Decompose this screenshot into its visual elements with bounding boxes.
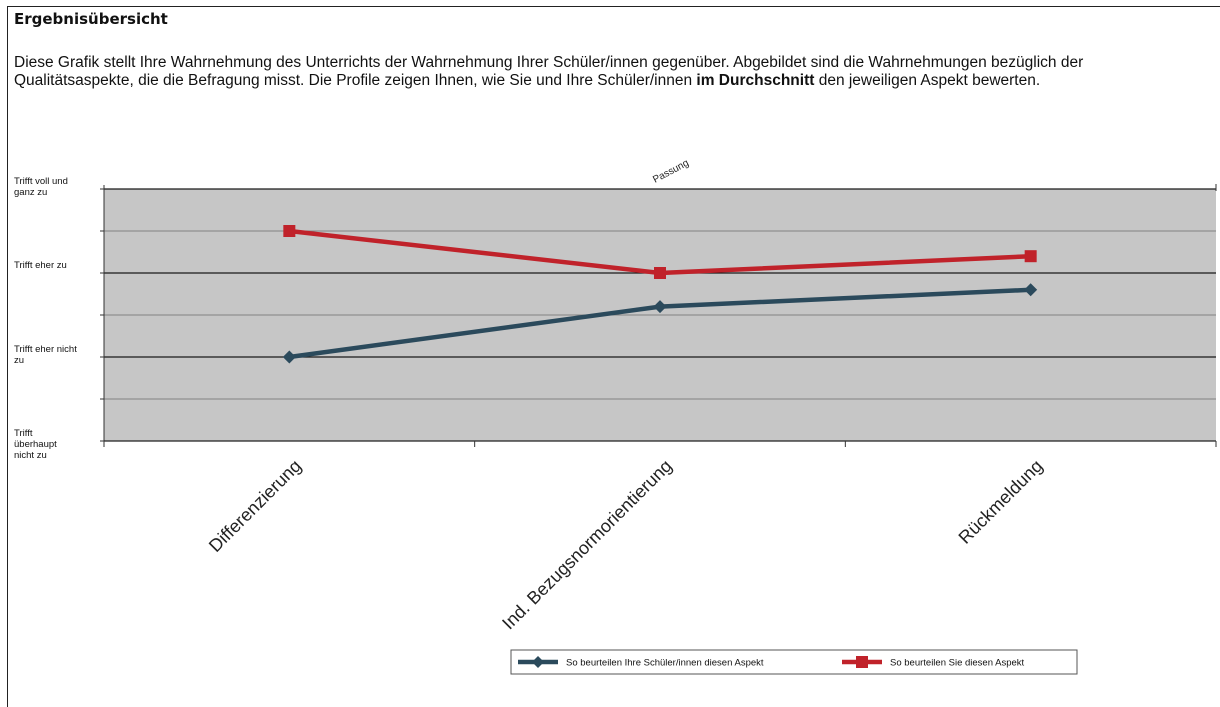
y-tick-label-line: zu <box>14 355 24 366</box>
y-tick-label: Trifft eher nicht zu <box>14 344 77 366</box>
line-chart: Trifft voll und ganz zu Trifft eher zu Trif… <box>14 158 1217 675</box>
data-point <box>653 300 667 314</box>
axes <box>100 184 1217 447</box>
y-tick-label-line: Trifft eher zu <box>14 260 67 271</box>
y-tick-label-line: nicht zu <box>14 450 47 461</box>
panel-label: Passung <box>651 158 691 186</box>
intro-emphasis: im Durchschnitt <box>696 72 815 89</box>
legend-marker <box>532 656 544 668</box>
data-point <box>654 267 666 279</box>
data-point <box>283 225 296 237</box>
legend-box <box>510 649 1078 675</box>
intro-line-2-start: Qualitätsaspekte, die die Befragung miss… <box>14 72 697 89</box>
page-title: Ergebnisübersicht <box>14 10 168 28</box>
y-tick-label: Trifft voll und ganz zu <box>14 176 68 198</box>
y-axis-labels: Trifft voll und ganz zu Trifft eher zu Trif… <box>14 176 77 461</box>
x-tick-label: Differenzierung <box>205 456 305 556</box>
legend: So beurteilen Ihre Schüler/innen diesen … <box>510 649 1078 675</box>
y-tick-label-line: Trifft eher nicht <box>14 344 77 355</box>
x-tick-label: Ind. Bezugsnormorientierung <box>498 456 676 634</box>
y-tick-label: Trifft eher zu <box>14 260 67 271</box>
intro-line-1: Diese Grafik stellt Ihre Wahrnehmung des… <box>14 54 1084 71</box>
data-point <box>282 350 296 364</box>
y-tick-label-line: ganz zu <box>14 187 47 198</box>
data-point <box>1024 250 1037 263</box>
y-tick-label-line: überhaupt <box>14 439 57 450</box>
legend-label: So beurteilen Ihre Schüler/innen diesen … <box>566 658 764 669</box>
data-point <box>1024 283 1038 297</box>
series-group <box>282 225 1038 364</box>
intro-line-2: Qualitätsaspekte, die die Befragung miss… <box>14 72 1220 90</box>
y-tick-label-line: Trifft <box>14 428 33 439</box>
y-tick-label: Trifft überhaupt nicht zu <box>14 428 57 461</box>
legend-marker <box>856 656 868 668</box>
intro-line-2-end: den jeweiligen Aspekt bewerten. <box>814 72 1041 89</box>
x-tick-label: Rückmeldung <box>955 456 1047 548</box>
intro-text: Diese Grafik stellt Ihre Wahrnehmung des… <box>14 54 1220 90</box>
page-frame <box>7 6 1220 707</box>
x-axis-labels: Differenzierung Ind. Bezugsnormorientieru… <box>205 456 1047 634</box>
legend-label: So beurteilen Sie diesen Aspekt <box>890 658 1025 669</box>
y-tick-label-line: Trifft voll und <box>14 176 68 187</box>
